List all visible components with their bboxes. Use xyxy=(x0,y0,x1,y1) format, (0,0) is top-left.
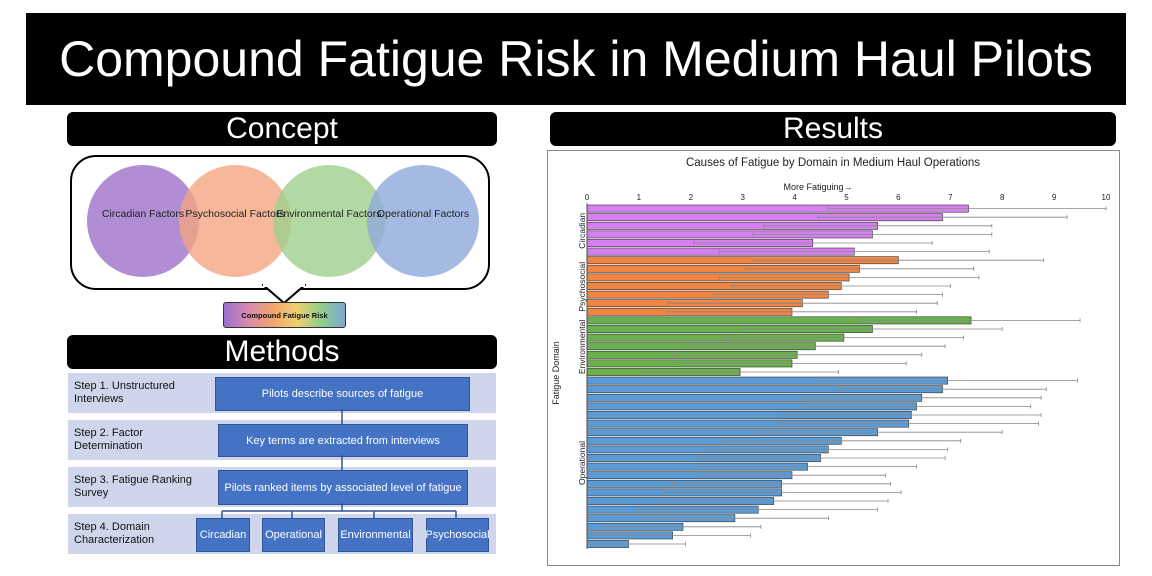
x-tick-label: 10 xyxy=(1102,193,1111,202)
group-label: Operational xyxy=(577,441,587,485)
psychosocial-label: Psychosocial Factors xyxy=(185,208,285,220)
step-2-box: Key terms are extracted from interviews xyxy=(218,424,468,457)
results-chart-frame: Causes of Fatigue by Domain in Medium Ha… xyxy=(547,150,1120,566)
group-label: Environmental xyxy=(577,320,587,374)
circadian-label: Circadian Factors xyxy=(101,208,185,220)
concept-header: Concept xyxy=(67,112,497,146)
poster-title: Compound Fatigue Risk in Medium Haul Pil… xyxy=(26,13,1126,105)
domain-circadian-box: Circadian xyxy=(196,518,250,552)
step-2-label: Step 2. Factor Determination xyxy=(74,427,144,452)
domain-operational-box: Operational xyxy=(262,518,325,552)
environmental-label: Environmental Factors xyxy=(276,208,382,220)
step-3-box: Pilots ranked items by associated level … xyxy=(218,470,468,505)
group-label: Psychosocial xyxy=(577,262,587,312)
concept-bubble: Circadian Factors Psychosocial Factors E… xyxy=(70,155,490,290)
x-tick-label: 6 xyxy=(896,193,901,202)
chart-title: Causes of Fatigue by Domain in Medium Ha… xyxy=(686,157,980,169)
results-header: Results xyxy=(550,112,1116,146)
methods-header: Methods xyxy=(67,335,497,369)
psychosocial-circle xyxy=(179,165,291,277)
operational-label: Operational Factors xyxy=(376,208,470,220)
x-tick-label: 0 xyxy=(585,193,590,202)
x-tick-label: 5 xyxy=(844,193,849,202)
step-1-label: Step 1. Unstructured Interviews xyxy=(74,380,175,405)
domain-psychosocial-box: Psychosocial xyxy=(425,518,490,552)
step-4-label: Step 4. Domain Characterization xyxy=(74,521,155,546)
x-tick-label: 1 xyxy=(637,193,642,202)
chart-xlabel: More Fatiguing→ xyxy=(783,182,852,192)
x-tick-label: 8 xyxy=(1000,193,1005,202)
domain-environmental-box: Environmental xyxy=(338,518,413,552)
x-tick-label: 9 xyxy=(1052,193,1057,202)
x-tick-label: 4 xyxy=(792,193,797,202)
chart-ylabel: Fatigue Domain xyxy=(551,341,561,405)
step-3-label: Step 3. Fatigue Ranking Survey xyxy=(74,474,193,499)
step-1-box: Pilots describe sources of fatigue xyxy=(215,377,470,411)
environmental-circle xyxy=(273,165,385,277)
group-label: Circadian xyxy=(577,213,587,249)
bubble-pointer xyxy=(262,284,306,304)
operational-circle xyxy=(367,165,479,277)
compound-fatigue-risk-box: Compound Fatigue Risk xyxy=(223,302,346,328)
results-chart: Causes of Fatigue by Domain in Medium Ha… xyxy=(551,157,1111,549)
x-tick-label: 7 xyxy=(948,193,953,202)
x-tick-label: 2 xyxy=(689,193,694,202)
x-tick-label: 3 xyxy=(740,193,745,202)
